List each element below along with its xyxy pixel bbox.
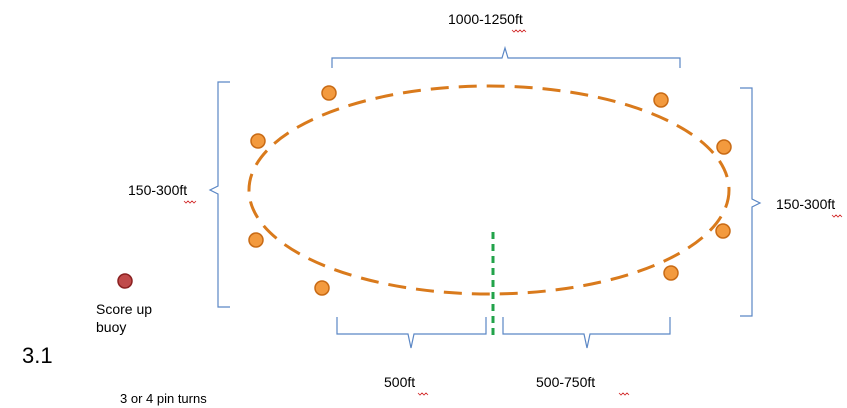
turn-buoy	[248, 232, 264, 248]
bottom-left-brace	[336, 317, 487, 349]
turn-buoy	[250, 133, 266, 149]
turn-buoy	[663, 265, 679, 281]
spellcheck-squiggle	[511, 29, 527, 33]
turn-buoy	[715, 223, 731, 239]
pin-turns-note: 3 or 4 pin turns	[120, 391, 207, 406]
right-height-label: 150-300ft	[776, 196, 835, 212]
bottom-left-label: 500ft	[384, 374, 415, 390]
score-up-buoy	[117, 273, 133, 289]
turn-buoy	[321, 85, 337, 101]
score-up-label-line1: Score up	[96, 301, 152, 317]
figure-number-mask	[64, 338, 94, 372]
figure-number: 3.1	[22, 343, 53, 368]
turn-buoy	[653, 92, 669, 108]
turn-buoy	[716, 139, 732, 155]
spellcheck-squiggle	[831, 214, 843, 218]
top-width-brace	[331, 45, 681, 68]
course-path-ellipse	[247, 84, 731, 296]
spellcheck-squiggle	[183, 200, 197, 204]
score-up-label-line2: buoy	[96, 319, 126, 335]
spellcheck-squiggle	[417, 392, 429, 396]
left-height-label: 150-300ft	[128, 182, 187, 198]
turn-buoy	[314, 280, 330, 296]
spellcheck-squiggle	[618, 392, 630, 396]
top-width-label: 1000-1250ft	[448, 11, 523, 27]
bottom-right-brace	[502, 317, 671, 349]
right-height-brace	[740, 87, 762, 317]
left-height-brace	[208, 81, 230, 308]
bottom-right-label: 500-750ft	[536, 374, 595, 390]
